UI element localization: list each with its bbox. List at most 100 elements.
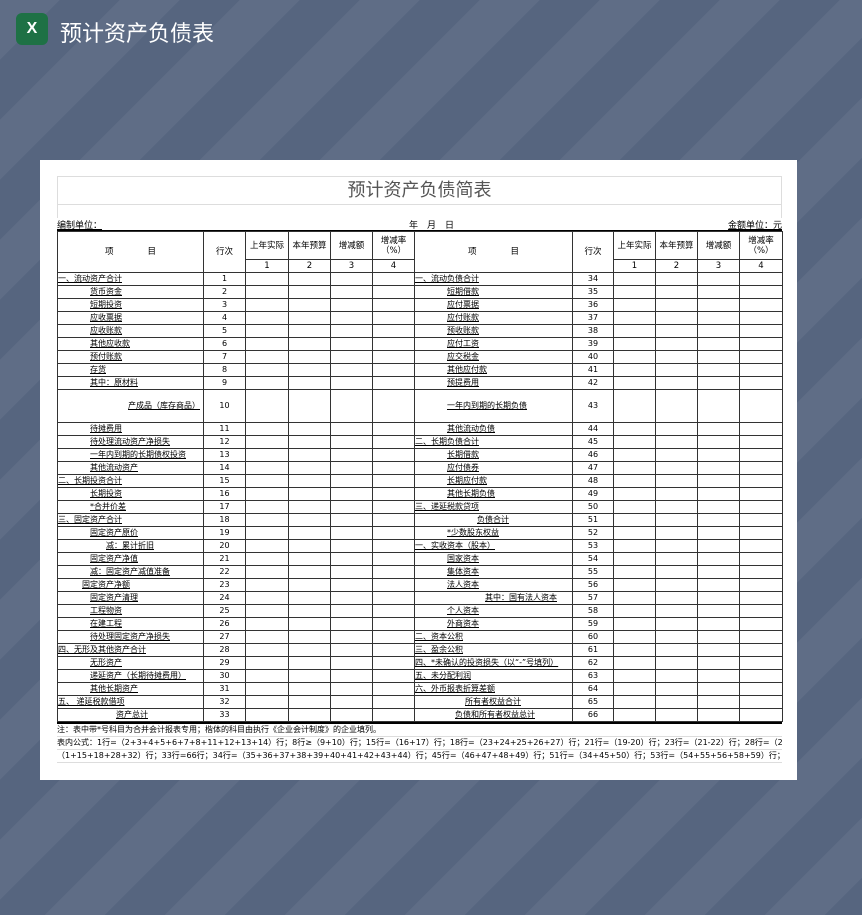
value-cell[interactable] xyxy=(245,604,289,618)
value-cell[interactable] xyxy=(288,435,331,449)
value-cell[interactable] xyxy=(288,311,331,325)
value-cell[interactable] xyxy=(372,487,415,501)
value-cell[interactable] xyxy=(372,285,415,299)
value-cell[interactable] xyxy=(739,682,783,696)
value-cell[interactable] xyxy=(613,526,656,540)
value-cell[interactable] xyxy=(739,487,783,501)
value-cell[interactable] xyxy=(330,311,373,325)
value-cell[interactable] xyxy=(288,643,331,657)
item-cell[interactable]: 四、无形及其他资产合计 xyxy=(57,643,204,657)
value-cell[interactable] xyxy=(655,526,698,540)
item-cell[interactable]: *合并价差 xyxy=(57,500,204,514)
value-cell[interactable] xyxy=(655,311,698,325)
value-cell[interactable] xyxy=(372,578,415,592)
value-cell[interactable] xyxy=(372,656,415,670)
value-cell[interactable] xyxy=(245,500,289,514)
value-cell[interactable] xyxy=(330,591,373,605)
value-cell[interactable] xyxy=(739,708,783,722)
item-cell[interactable]: 其他应付款 xyxy=(414,363,573,377)
item-cell[interactable]: 个人资本 xyxy=(414,604,573,618)
value-cell[interactable] xyxy=(739,324,783,338)
value-cell[interactable] xyxy=(739,448,783,462)
value-cell[interactable] xyxy=(245,422,289,436)
value-cell[interactable] xyxy=(330,487,373,501)
value-cell[interactable] xyxy=(613,363,656,377)
value-cell[interactable] xyxy=(245,643,289,657)
value-cell[interactable] xyxy=(613,474,656,488)
value-cell[interactable] xyxy=(372,565,415,579)
value-cell[interactable] xyxy=(697,591,740,605)
item-cell[interactable]: 资产总计 xyxy=(57,708,204,722)
item-cell[interactable]: 应交税金 xyxy=(414,350,573,364)
value-cell[interactable] xyxy=(613,695,656,709)
value-cell[interactable] xyxy=(613,565,656,579)
item-cell[interactable]: 固定资产清理 xyxy=(57,591,204,605)
item-cell[interactable]: 一年内到期的长期债权投资 xyxy=(57,448,204,462)
item-cell[interactable]: 一、流动资产合计 xyxy=(57,272,204,286)
item-cell[interactable]: 应付工资 xyxy=(414,337,573,351)
item-cell[interactable]: 三、递延税款贷项 xyxy=(414,500,573,514)
value-cell[interactable] xyxy=(330,363,373,377)
value-cell[interactable] xyxy=(697,474,740,488)
value-cell[interactable] xyxy=(330,643,373,657)
value-cell[interactable] xyxy=(739,461,783,475)
item-cell[interactable]: 减：固定资产减值准备 xyxy=(57,565,204,579)
value-cell[interactable] xyxy=(330,461,373,475)
value-cell[interactable] xyxy=(655,448,698,462)
value-cell[interactable] xyxy=(288,487,331,501)
item-cell[interactable]: 负债合计 xyxy=(414,513,573,527)
value-cell[interactable] xyxy=(739,578,783,592)
value-cell[interactable] xyxy=(739,363,783,377)
value-cell[interactable] xyxy=(245,539,289,553)
item-cell[interactable]: 长期投资 xyxy=(57,487,204,501)
item-cell[interactable]: 预付账款 xyxy=(57,350,204,364)
value-cell[interactable] xyxy=(372,324,415,338)
value-cell[interactable] xyxy=(697,500,740,514)
item-cell[interactable]: 应付债券 xyxy=(414,461,573,475)
value-cell[interactable] xyxy=(245,656,289,670)
item-cell[interactable]: 外商资本 xyxy=(414,617,573,631)
value-cell[interactable] xyxy=(739,474,783,488)
value-cell[interactable] xyxy=(372,389,415,423)
value-cell[interactable] xyxy=(330,389,373,423)
value-cell[interactable] xyxy=(655,422,698,436)
value-cell[interactable] xyxy=(372,513,415,527)
value-cell[interactable] xyxy=(613,448,656,462)
value-cell[interactable] xyxy=(288,298,331,312)
value-cell[interactable] xyxy=(739,643,783,657)
value-cell[interactable] xyxy=(245,298,289,312)
value-cell[interactable] xyxy=(245,513,289,527)
value-cell[interactable] xyxy=(372,669,415,683)
value-cell[interactable] xyxy=(697,604,740,618)
value-cell[interactable] xyxy=(372,500,415,514)
value-cell[interactable] xyxy=(739,311,783,325)
value-cell[interactable] xyxy=(739,389,783,423)
value-cell[interactable] xyxy=(288,337,331,351)
value-cell[interactable] xyxy=(372,298,415,312)
value-cell[interactable] xyxy=(739,350,783,364)
value-cell[interactable] xyxy=(372,311,415,325)
value-cell[interactable] xyxy=(739,298,783,312)
item-cell[interactable]: 短期投资 xyxy=(57,298,204,312)
value-cell[interactable] xyxy=(739,337,783,351)
item-cell[interactable]: 其他长期资产 xyxy=(57,682,204,696)
value-cell[interactable] xyxy=(372,422,415,436)
value-cell[interactable] xyxy=(613,435,656,449)
value-cell[interactable] xyxy=(613,337,656,351)
value-cell[interactable] xyxy=(330,513,373,527)
value-cell[interactable] xyxy=(697,656,740,670)
item-cell[interactable]: 集体资本 xyxy=(414,565,573,579)
item-cell[interactable]: 二、资本公积 xyxy=(414,630,573,644)
item-cell[interactable]: 长期借款 xyxy=(414,448,573,462)
value-cell[interactable] xyxy=(288,656,331,670)
value-cell[interactable] xyxy=(613,311,656,325)
value-cell[interactable] xyxy=(613,617,656,631)
value-cell[interactable] xyxy=(655,298,698,312)
value-cell[interactable] xyxy=(245,363,289,377)
value-cell[interactable] xyxy=(288,422,331,436)
value-cell[interactable] xyxy=(372,591,415,605)
value-cell[interactable] xyxy=(655,617,698,631)
value-cell[interactable] xyxy=(655,669,698,683)
value-cell[interactable] xyxy=(288,526,331,540)
value-cell[interactable] xyxy=(288,513,331,527)
